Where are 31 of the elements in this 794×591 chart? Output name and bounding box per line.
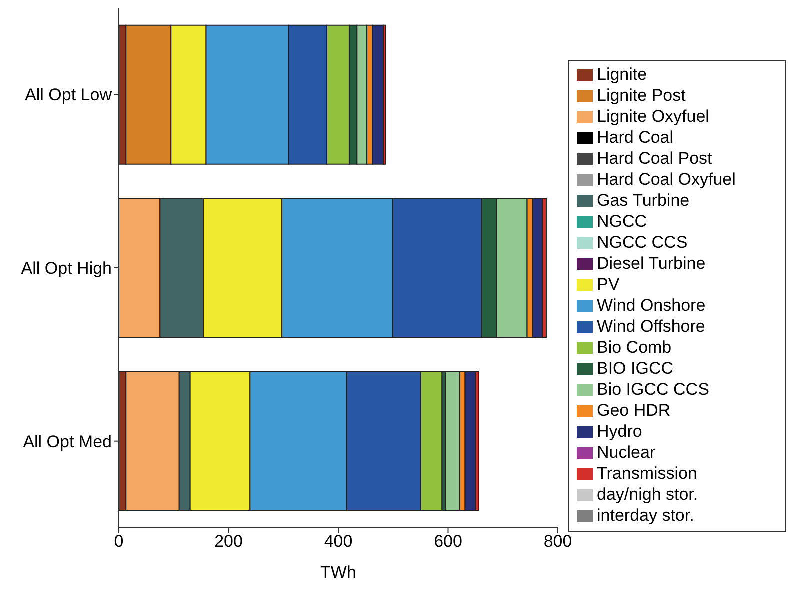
legend-label: PV xyxy=(597,274,620,294)
x-tick-label: 800 xyxy=(544,532,572,552)
x-tick-label: 600 xyxy=(434,532,462,552)
legend-label: Wind Onshore xyxy=(597,296,706,314)
legend-label: NGCC xyxy=(597,212,648,230)
legend-label: Lignite Oxyfuel xyxy=(597,106,710,126)
legend-label: Lignite xyxy=(597,64,648,84)
legend-label: Bio IGCC CCS xyxy=(597,380,710,398)
x-tick-label: 400 xyxy=(324,532,353,552)
legend-label: Hard Coal xyxy=(597,128,674,146)
legend-label: Bio Comb xyxy=(597,338,672,356)
x-axis-title: TWh xyxy=(320,563,356,582)
legend-label: Geo HDR xyxy=(597,400,671,420)
legend-label: Nuclear xyxy=(597,442,656,462)
x-tick-label: 0 xyxy=(114,532,124,552)
legend-label: day/nigh stor. xyxy=(597,484,698,504)
legend-label: Hard Coal Oxyfuel xyxy=(597,170,736,188)
legend-label: Wind Offshore xyxy=(597,316,706,336)
legend-label: Gas Turbine xyxy=(597,190,690,210)
legend-label: BIO IGCC xyxy=(597,358,674,378)
y-tick-label: All Opt Med xyxy=(23,432,112,452)
x-tick-label: 200 xyxy=(214,532,243,552)
legend-label: Hard Coal Post xyxy=(597,148,712,168)
legend-label: Diesel Turbine xyxy=(597,254,706,272)
legend-label: NGCC CCS xyxy=(597,232,688,252)
y-tick-label: All Opt Low xyxy=(25,86,113,105)
legend-label: Transmission xyxy=(597,464,698,482)
legend-label: interday stor. xyxy=(597,506,694,524)
y-tick-label: All Opt High xyxy=(21,259,112,278)
legend-label: Hydro xyxy=(597,422,642,440)
legend-label: Lignite Post xyxy=(597,86,686,104)
